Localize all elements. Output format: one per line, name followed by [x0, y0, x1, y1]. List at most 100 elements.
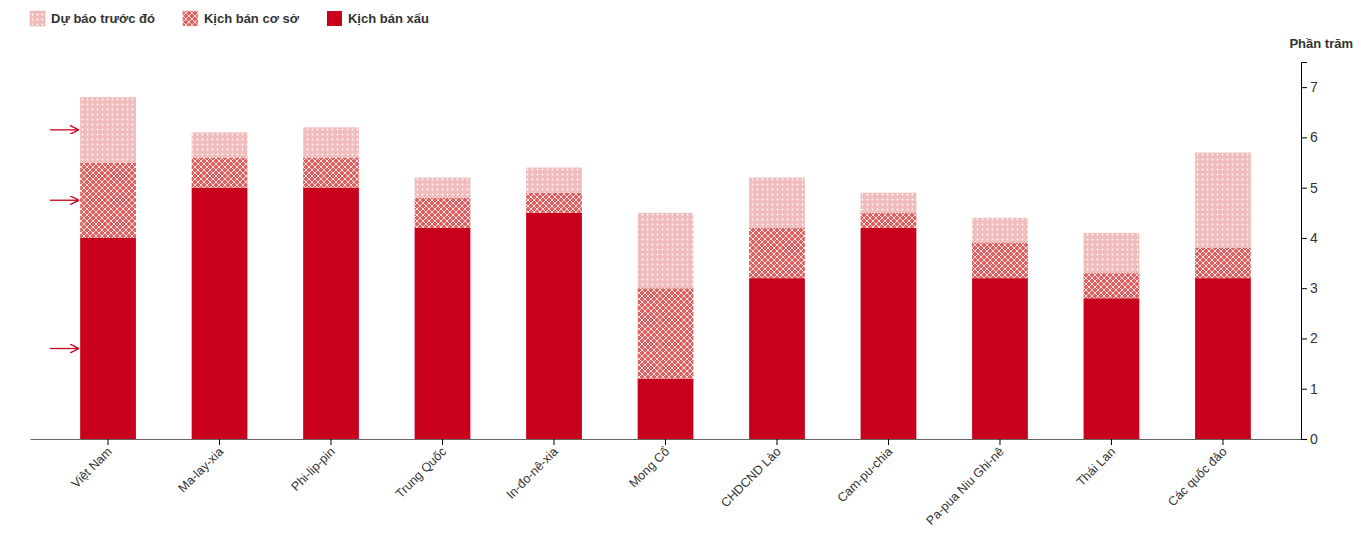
x-tick-label: Ma-lay-xia [176, 445, 227, 496]
bar-segment [80, 238, 136, 439]
y-tick-label: 6 [1310, 129, 1318, 145]
x-tick-label: Trung Quốc [393, 445, 449, 501]
y-tick: 2 [1301, 330, 1318, 346]
y-tick: 1 [1301, 381, 1318, 397]
bar-segment [1195, 278, 1251, 439]
x-tick-mark [776, 439, 777, 445]
x-tick: Mong Cổ [626, 439, 672, 490]
bar-segment [638, 379, 694, 439]
x-tick-mark [331, 439, 332, 445]
bar-segment [749, 178, 805, 228]
x-tick-mark [665, 439, 666, 445]
x-tick-label: Việt Nam [69, 445, 115, 491]
y-axis: 0 1 2 3 4 5 6 7 [1301, 63, 1318, 447]
bar-segment [192, 158, 248, 188]
y-tick-label: 5 [1310, 180, 1318, 196]
bar-segment [526, 193, 582, 213]
bar-segment [749, 278, 805, 439]
y-tick: 5 [1301, 180, 1318, 196]
bar-segment [526, 168, 582, 193]
x-tick-label: Cam-pu-chia [835, 445, 896, 506]
y-tick-mark [1301, 87, 1307, 88]
y-tick-label: 4 [1310, 230, 1318, 246]
bar-segment [192, 132, 248, 157]
bar-segment [1195, 152, 1251, 248]
x-tick-label: Các quốc đảo [1165, 445, 1229, 509]
x-tick: Ma-lay-xia [176, 439, 227, 495]
x-tick-label: Phi-lip-pin [289, 445, 338, 494]
legend-item: Kịch bán cơ sở [183, 11, 300, 26]
bar-segment [861, 193, 917, 213]
bar-segment [638, 213, 694, 288]
arrow [50, 348, 78, 349]
bars [80, 97, 1251, 439]
bar-segment [1195, 248, 1251, 278]
x-tick: Thái Lan [1074, 439, 1118, 489]
legend-label: Kịch bán cơ sở [204, 11, 300, 26]
x-tick-label: In-đo-nê-xia [504, 445, 561, 502]
legend-swatch [183, 11, 198, 26]
x-tick-mark [1222, 439, 1223, 445]
x-tick-mark [442, 439, 443, 445]
y-tick-mark [1301, 389, 1307, 390]
y-tick-label: 1 [1310, 381, 1318, 397]
y-tick: 7 [1301, 79, 1318, 95]
legend-label: Kịch bán xấu [348, 11, 429, 26]
x-tick-mark [999, 439, 1000, 445]
y-tick-mark [1301, 137, 1307, 138]
bar-segment [861, 213, 917, 228]
series-layer [80, 97, 1251, 288]
arrow [50, 129, 78, 130]
x-tick-mark [1111, 439, 1112, 445]
y-tick-label: 2 [1310, 330, 1318, 346]
y-tick-label: 7 [1310, 79, 1318, 95]
legend-swatch [30, 11, 45, 26]
bar-segment [415, 178, 471, 198]
series-layer [80, 188, 1251, 439]
bar-segment [749, 228, 805, 278]
series-layer [80, 158, 1251, 379]
bar-segment [972, 243, 1028, 278]
x-tick-mark [108, 439, 109, 445]
y-tick-label: 0 [1310, 431, 1318, 447]
bar-segment [1084, 298, 1140, 439]
arrows [50, 130, 78, 349]
x-tick-label: Mong Cổ [626, 445, 672, 491]
bar-segment [1084, 273, 1140, 298]
bar-segment [415, 198, 471, 228]
bar-segment [415, 228, 471, 439]
bar-segment [303, 188, 359, 439]
y-tick-mark [1301, 238, 1307, 239]
bar-segment [638, 288, 694, 378]
x-tick: Các quốc đảo [1165, 439, 1229, 509]
y-tick-mark [1301, 439, 1307, 440]
bar-segment [526, 213, 582, 439]
legend: Dự báo trước đó Kịch bán cơ sở Kịch bán xấ… [30, 11, 429, 26]
bar-segment [972, 278, 1028, 439]
x-tick: Việt Nam [69, 439, 115, 491]
y-tick: 0 [1301, 431, 1318, 447]
plot: Việt Nam Ma-lay-xia Phi-lip-pin Trung Quốc I… [31, 63, 1319, 528]
bar-segment [80, 97, 136, 162]
y-tick-mark [1301, 188, 1307, 189]
arrow [50, 200, 78, 201]
bar-segment [303, 127, 359, 157]
y-tick: 6 [1301, 129, 1318, 145]
bar-segment [80, 163, 136, 238]
x-axis: Việt Nam Ma-lay-xia Phi-lip-pin Trung Quốc I… [31, 439, 1302, 528]
legend-label: Dự báo trước đó [51, 11, 155, 26]
x-tick: Pa-pua Niu Ghi-nê [924, 439, 1007, 528]
legend-item: Dự báo trước đó [30, 11, 155, 26]
y-axis-line [1302, 63, 1308, 440]
legend-swatch [327, 11, 342, 26]
bar-segment [861, 228, 917, 439]
x-tick: CHDCND Lào [718, 439, 783, 510]
y-tick: 3 [1301, 280, 1318, 296]
x-tick-label: Thái Lan [1074, 445, 1118, 489]
x-tick-label: CHDCND Lào [718, 445, 783, 510]
bar-segment [1084, 233, 1140, 273]
y-axis-title: Phần trăm [1289, 36, 1353, 51]
y-tick-label: 3 [1310, 280, 1318, 296]
x-tick: Phi-lip-pin [289, 439, 338, 494]
x-tick-mark [554, 439, 555, 445]
